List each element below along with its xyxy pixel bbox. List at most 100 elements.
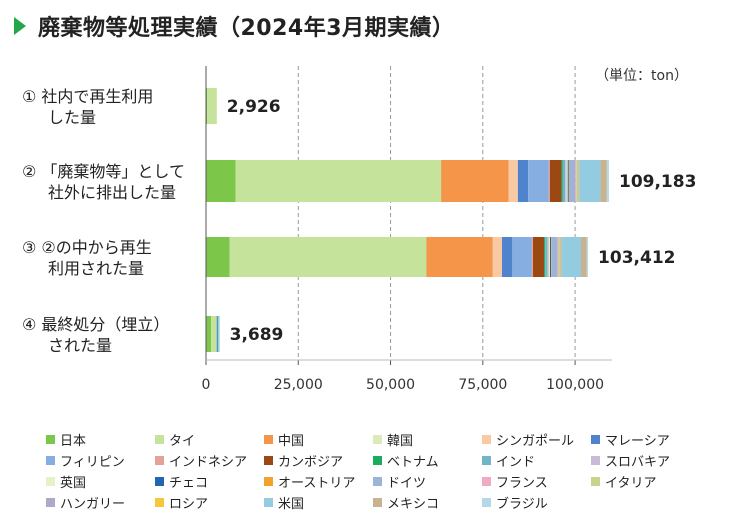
- legend-swatch: [46, 498, 55, 507]
- legend-swatch: [482, 435, 491, 444]
- bar-segment: [206, 88, 208, 124]
- legend-swatch: [264, 456, 273, 465]
- legend-label: 米国: [278, 497, 305, 512]
- legend-label: ロシア: [169, 497, 209, 512]
- legend-item: チェコ: [155, 472, 208, 491]
- bar-segment: [575, 160, 577, 202]
- bar-segment: [568, 160, 570, 202]
- bar-segment: [206, 237, 230, 277]
- legend-label: 英国: [60, 476, 87, 491]
- unit-label: （単位：ton）: [595, 68, 688, 84]
- bar-segment: [502, 237, 513, 277]
- bar-segment: [551, 237, 558, 277]
- legend-item: インド: [482, 451, 535, 470]
- legend-item: 英国: [46, 472, 86, 491]
- legend-item: マレーシア: [591, 430, 670, 449]
- bar-segment: [531, 237, 534, 277]
- legend-item: ハンガリー: [46, 493, 125, 512]
- bar-segment: [492, 237, 503, 277]
- bar-segment: [569, 160, 576, 202]
- bar-segment: [508, 160, 518, 202]
- bar-segment: [206, 160, 236, 202]
- legend-swatch: [155, 498, 164, 507]
- category-label: ① 社内で再生利用した量: [22, 87, 153, 127]
- category-label: ④ 最終処分（埋立） された量: [22, 315, 169, 355]
- category-label-line: 社外に排出した量: [48, 183, 176, 202]
- bar-segment: [441, 160, 509, 202]
- bar-segment: [558, 237, 560, 277]
- legend-swatch: [264, 498, 273, 507]
- legend-swatch: [482, 456, 491, 465]
- legend-label: チェコ: [169, 476, 209, 491]
- legend-swatch: [155, 456, 164, 465]
- bar-segment: [549, 160, 562, 202]
- legend-label: ベトナム: [387, 455, 439, 470]
- legend-item: 中国: [264, 430, 304, 449]
- bar-segment: [544, 237, 546, 277]
- legend-label: カンボジア: [278, 455, 344, 470]
- bar-segment: [426, 237, 493, 277]
- legend-swatch: [46, 456, 55, 465]
- legend-swatch: [482, 477, 491, 486]
- legend-swatch: [373, 435, 382, 444]
- legend-item: メキシコ: [373, 493, 439, 512]
- legend-item: イタリア: [591, 472, 656, 491]
- legend-label: インド: [496, 455, 536, 470]
- legend-swatch: [373, 456, 382, 465]
- legend-swatch: [155, 477, 164, 486]
- legend-label: 韓国: [387, 434, 414, 449]
- category-label: ③ ②の中から再生利用された量: [22, 238, 152, 278]
- bar-segment: [565, 160, 567, 202]
- total-value-label: 103,412: [598, 248, 675, 268]
- bar-segment: [577, 160, 579, 202]
- bar-segment: [549, 237, 552, 277]
- category-label-line: ② 「廃棄物等」として: [22, 162, 185, 181]
- legend-swatch: [373, 498, 382, 507]
- x-tick-label: 75,000: [458, 377, 507, 393]
- total-value-label: 109,183: [619, 172, 696, 192]
- bar-segment: [206, 316, 212, 352]
- legend-item: 韓国: [373, 430, 413, 449]
- legend-swatch: [482, 498, 491, 507]
- bar-segment: [606, 160, 609, 202]
- legend-label: イタリア: [605, 476, 657, 491]
- legend-label: メキシコ: [387, 497, 440, 512]
- legend-item: スロバキア: [591, 451, 670, 470]
- legend-swatch: [264, 477, 273, 486]
- legend-item: シンガポール: [482, 430, 574, 449]
- legend-label: 日本: [60, 434, 87, 449]
- bar-segment: [551, 237, 552, 277]
- legend-swatch: [373, 477, 382, 486]
- legend-swatch: [46, 435, 55, 444]
- category-label-line: ③ ②の中から再生: [22, 238, 152, 257]
- bar-segment: [578, 160, 580, 202]
- bar-segment: [600, 160, 607, 202]
- legend-label: 中国: [278, 434, 305, 449]
- legend-label: フランス: [496, 476, 548, 491]
- bar-segment: [586, 237, 589, 277]
- legend-label: ドイツ: [387, 476, 427, 491]
- bar-segment: [548, 237, 550, 277]
- bar-segment: [566, 160, 568, 202]
- legend-label: スロバキア: [605, 455, 671, 470]
- bar-segment: [561, 237, 581, 277]
- bar-segment: [580, 237, 587, 277]
- legend-item: オーストリア: [264, 472, 355, 491]
- chart-title: 廃棄物等処理実績（2024年3月期実績）: [38, 16, 455, 41]
- category-label-line: ④ 最終処分（埋立）: [22, 315, 169, 334]
- total-value-label: 2,926: [227, 97, 281, 117]
- legend-item: タイ: [155, 430, 195, 449]
- bar-segment: [235, 160, 442, 202]
- bar-segment: [559, 237, 561, 277]
- title-marker-icon: [14, 17, 26, 35]
- legend-label: ブラジル: [496, 497, 548, 512]
- category-label-line: された量: [48, 336, 112, 355]
- legend-label: シンガポール: [496, 434, 575, 449]
- category-label: ② 「廃棄物等」として社外に排出した量: [22, 162, 185, 202]
- legend-swatch: [155, 435, 164, 444]
- legend-item: フランス: [482, 472, 548, 491]
- bar-segment: [517, 160, 529, 202]
- bar-segment: [533, 237, 545, 277]
- legend-item: ロシア: [155, 493, 208, 512]
- bar-segment: [216, 316, 218, 352]
